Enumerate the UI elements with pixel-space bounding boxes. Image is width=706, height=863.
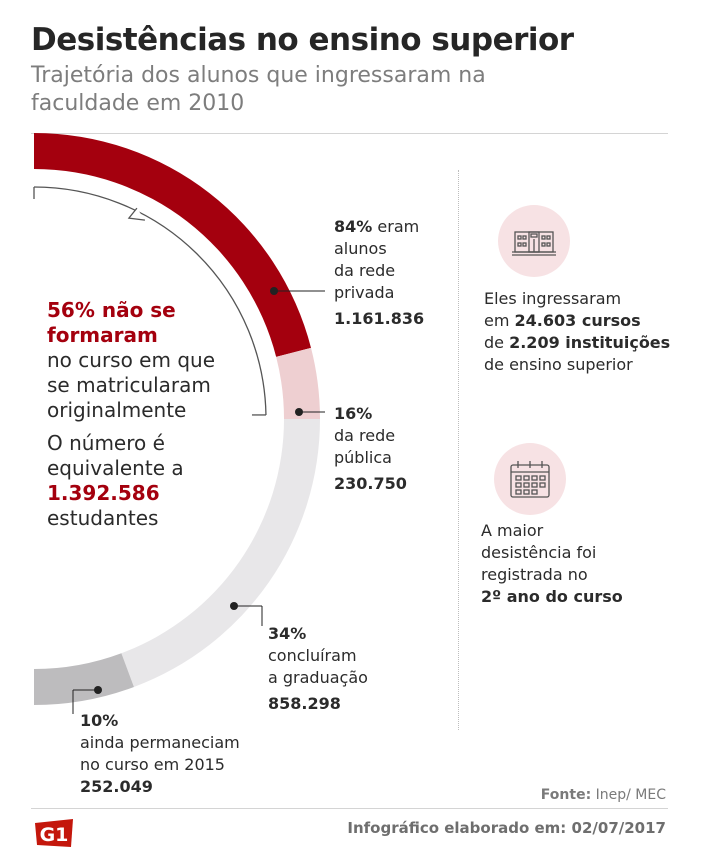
slice-value: 252.049 [80,777,153,796]
slice-text: a graduação [268,668,368,687]
slice-value: 230.750 [334,474,407,493]
courses-info: Eles ingressaram em 24.603 cursos de 2.2… [484,288,670,376]
leader-dot [270,287,278,295]
institutions-count: 2.209 instituições [509,333,671,352]
source-value: Inep/ MEC [591,787,666,803]
calendar-icon [494,443,566,515]
page-subtitle: Trajetória dos alunos que ingressaram na… [31,63,486,116]
info-text: desistência foi [481,543,597,562]
source: Fonte: Inep/ MEC [541,787,666,803]
info-text: Eles ingressaram [484,289,622,308]
info-text: de [484,333,510,352]
slice-label-private: 84% eram alunos da rede privada 1.161.83… [334,216,424,330]
note-text: estudantes [47,506,159,530]
footer-divider [31,808,668,809]
slice-pct: 16% [334,404,373,423]
dropout-pct: 56% não se [47,298,176,322]
slice-remaining [34,653,134,705]
slice-text: no curso em 2015 [80,755,225,774]
info-text: de ensino superior [484,355,633,374]
note-text: equivalente a [47,456,184,480]
page-title: Desistências no ensino superior [31,22,574,58]
slice-text: ainda permaneciam [80,733,240,752]
slice-graduated [121,419,320,687]
header-divider [31,133,668,134]
note-text: originalmente [47,398,187,422]
dropout-year: 2º ano do curso [481,587,623,606]
slice-label-remaining: 10% ainda permaneciam no curso em 2015 2… [80,710,240,798]
slice-text: da rede [334,426,396,445]
info-text: registrada no [481,565,588,584]
column-divider [458,170,459,730]
building-icon [498,205,570,277]
leader-dot [94,686,102,694]
g1-logo: G1 [35,819,73,847]
note-text: O número é [47,431,165,455]
slice-label-graduated: 34% concluíram a graduação 858.298 [268,623,368,715]
slice-text: concluíram [268,646,357,665]
slice-text: alunos [334,239,387,258]
slice-text: privada [334,283,395,302]
leader-dot [230,602,238,610]
dropout-count: 1.392.586 [47,481,160,505]
info-text: A maior [481,521,544,540]
slice-private [34,133,312,357]
slice-text: pública [334,448,392,467]
source-label: Fonte: [540,787,592,803]
note-text: se matricularam [47,373,211,397]
slice-text: da rede [334,261,396,280]
info-text: em [484,311,515,330]
dropout-year-info: A maior desistência foi registrada no 2º… [481,520,623,608]
logo-text: G1 [40,824,69,846]
slice-value: 858.298 [268,694,341,713]
group-bracket-notch [127,207,145,221]
courses-count: 24.603 cursos [514,311,641,330]
slice-public [276,347,320,419]
slice-value: 1.161.836 [334,309,425,328]
dropout-text: formaram [47,323,158,347]
dropout-note: 56% não se formaram no curso em que se m… [47,298,257,531]
credit: Infográfico elaborado em: 02/07/2017 [347,819,666,837]
slice-pct: 34% [268,624,307,643]
group-bracket [33,186,267,415]
leader-dot [295,408,303,416]
slice-pct: 84% [334,217,373,236]
slice-text: eram [377,217,420,236]
note-text: no curso em que [47,348,215,372]
slice-pct: 10% [80,711,119,730]
slice-label-public: 16% da rede pública 230.750 [334,403,407,495]
